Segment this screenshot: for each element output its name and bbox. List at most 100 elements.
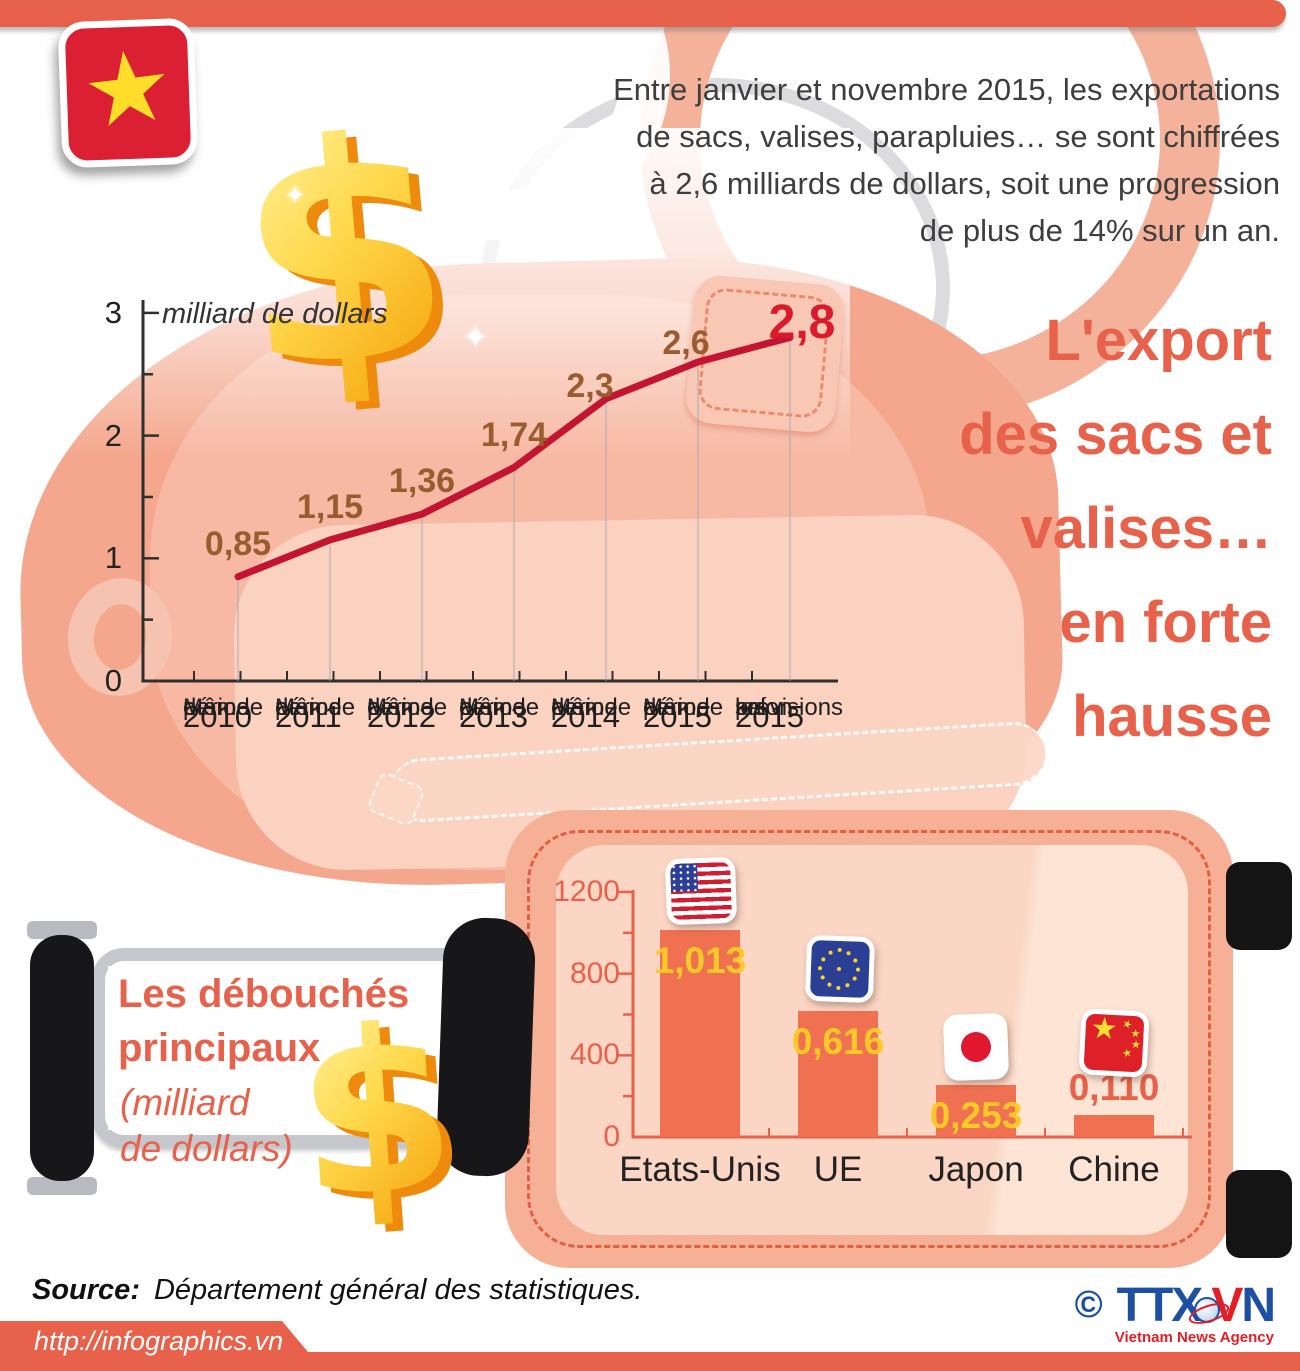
- logo-n: N: [1241, 1279, 1276, 1332]
- category-line: période: [275, 694, 356, 721]
- logo-ttx: TTX: [1116, 1279, 1204, 1332]
- line-chart-y-tick-label: 1: [104, 540, 122, 576]
- category-line: de: [367, 694, 394, 721]
- bar-category-label: UE: [813, 1150, 863, 1189]
- line-chart-y-tick-label: 2: [104, 417, 122, 453]
- category-line: période: [367, 694, 448, 721]
- logo-text: TTXVN: [1116, 1278, 1276, 1333]
- copyright-icon: ©: [1074, 1284, 1103, 1326]
- line-chart-value-label: 1,36: [388, 462, 456, 501]
- panel-unit-line: (milliard: [120, 1082, 250, 1123]
- category-line: prévisions: [735, 694, 844, 721]
- eu-flag-icon: [804, 934, 876, 1004]
- line-chart-unit-label: milliard de dollars: [162, 298, 388, 330]
- china-flag-icon: ★ ★ ★ ★ ★: [1078, 1008, 1150, 1078]
- china-flag-small-star: ★: [1121, 1046, 1134, 1061]
- footer-ribbon-slant: [282, 1321, 308, 1352]
- category-year: 2010: [183, 699, 252, 734]
- category-line: de: [183, 694, 210, 721]
- source-label: Source:: [32, 1274, 140, 1306]
- category-year: 2014: [551, 699, 620, 734]
- category-line: Même: [643, 694, 710, 721]
- footer-ribbon-right: [0, 1352, 1300, 1371]
- trolley-label-panel: [108, 966, 438, 1130]
- bar-value-label: 1,013: [653, 940, 747, 982]
- category-line: de: [551, 694, 578, 721]
- dollar-glyph: $: [288, 977, 464, 1251]
- bar-category-label: Chine: [1068, 1150, 1160, 1189]
- china-flag-field: ★ ★ ★ ★ ★: [1083, 1013, 1145, 1073]
- ttxvn-logo: © TTXVN Vietnam News Agency: [1074, 1278, 1276, 1346]
- suitcase-bumper-icon: [1226, 1170, 1292, 1258]
- suitcase-bumper-icon: [1226, 862, 1292, 950]
- intro-line: de plus de 14% sur un an.: [919, 213, 1280, 248]
- source-text: Département général des statistiques.: [153, 1274, 643, 1306]
- trolley-grip-cap: [27, 921, 97, 939]
- china-flag-big-star: ★: [1089, 1013, 1119, 1047]
- panel-title-line: principaux: [118, 1026, 321, 1070]
- japan-flag-disc: [960, 1031, 992, 1063]
- category-year: 2011: [275, 699, 342, 734]
- category-line: de: [643, 694, 670, 721]
- category-line: période: [643, 694, 724, 721]
- bar-value-label: 0,616: [791, 1021, 885, 1063]
- panel-title-line: Les débouchés: [118, 972, 410, 1016]
- intro-line: Entre janvier et novembre 2015, les expo…: [613, 72, 1280, 107]
- eu-flag-field: [810, 940, 870, 998]
- category-line: Même: [367, 694, 434, 721]
- usa-flag-stripes: [670, 861, 732, 921]
- category-line: Même: [275, 694, 342, 721]
- title-line: valises…: [1020, 496, 1272, 561]
- line-chart-value-label: 2,8: [768, 296, 836, 350]
- intro-line: à 2,6 milliards de dollars, soit une pro…: [649, 166, 1280, 201]
- panel-unit-line: de dollars): [120, 1128, 293, 1169]
- category-year: 2015: [735, 699, 804, 734]
- category-line: Même: [183, 694, 250, 721]
- category-line: les: [735, 694, 766, 721]
- bar-chart-y-tick-label: 800: [569, 956, 620, 990]
- category-year: 2012: [367, 699, 436, 734]
- japan-flag-field: [948, 1018, 1004, 1076]
- bar-chart-y-tick-label: 400: [569, 1038, 620, 1072]
- category-line: période: [459, 694, 540, 721]
- line-chart-y-tick-label: 3: [104, 294, 122, 330]
- intro-line: de sacs, valises, parapluies… se sont ch…: [636, 119, 1280, 154]
- trolley-grip-cap: [27, 1177, 97, 1195]
- category-line: Même: [459, 694, 526, 721]
- usa-flag-icon: [664, 856, 738, 926]
- source-line: Source: Département général des statistiq…: [32, 1274, 642, 1307]
- trolley-grip-left: [30, 935, 94, 1181]
- category-year: 2015: [643, 699, 712, 734]
- footer-ribbon-left: [0, 1321, 282, 1371]
- bar-category-label: Etats-Unis: [619, 1150, 781, 1189]
- title-line: L'export: [1045, 308, 1272, 373]
- category-line: Même: [551, 694, 618, 721]
- category-line: de: [459, 694, 486, 721]
- bar-chart-y-tick-label: 1200: [553, 875, 620, 908]
- sparkle-icon: ✦: [284, 180, 306, 210]
- website-url[interactable]: http://infographics.vn: [34, 1326, 284, 1356]
- title-line: hausse: [1072, 684, 1272, 749]
- category-line: période: [183, 694, 264, 721]
- title-line: en forte: [1059, 590, 1272, 655]
- usa-flag-canton: [670, 863, 699, 893]
- title-line: des sacs et: [959, 402, 1272, 467]
- logo-tagline: Vietnam News Agency: [1114, 1329, 1274, 1346]
- line-chart-value-label: 1,74: [480, 415, 548, 454]
- line-chart-value-label: 2,6: [662, 323, 710, 362]
- line-chart-value-label: 0,85: [204, 524, 272, 563]
- line-chart-y-tick-label: 0: [104, 663, 122, 698]
- top-accent-bar: [0, 0, 1286, 27]
- intro-paragraph: Entre janvier et novembre 2015, les expo…: [360, 66, 1280, 254]
- eu-flag-stars: [836, 966, 842, 972]
- line-chart-value-label: 2,3: [566, 366, 614, 405]
- bar-category-label: Japon: [928, 1150, 1024, 1189]
- china-flag-small-star: ★: [1130, 1038, 1142, 1052]
- category-line: de: [275, 694, 302, 721]
- japan-flag-icon: [942, 1012, 1010, 1082]
- category-line: selon: [735, 694, 793, 721]
- bar-chart-y-tick-label: 0: [603, 1120, 620, 1153]
- bar: [1074, 1114, 1154, 1137]
- bar-value-label: 0,253: [929, 1095, 1023, 1137]
